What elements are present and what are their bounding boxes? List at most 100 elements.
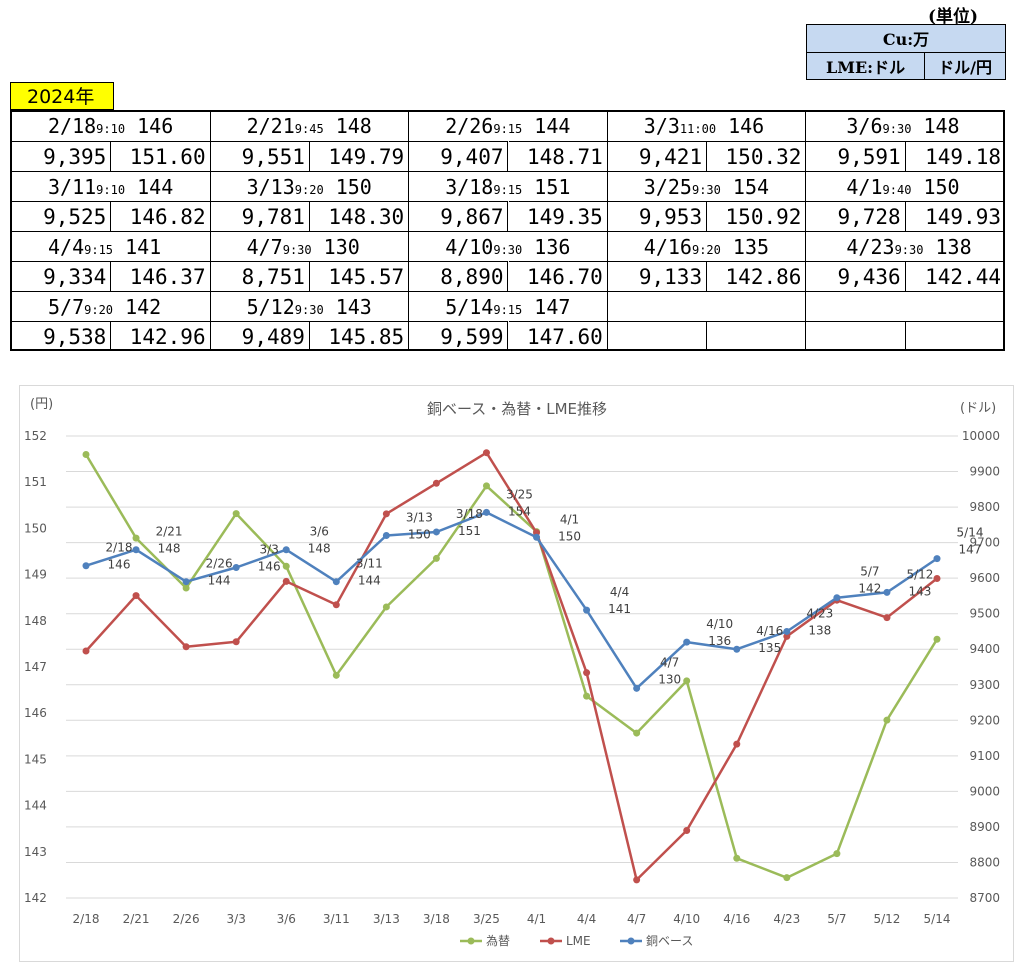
legend-label: 銅ベース: [646, 934, 693, 948]
data-point: [482, 508, 490, 516]
x-tick-label: 3/13: [373, 912, 400, 926]
x-tick-label: 3/25: [473, 912, 500, 926]
record-lme-cell: 9,395: [12, 141, 112, 171]
data-point: [683, 677, 691, 685]
right-tick-label: 8800: [969, 855, 1000, 869]
record-date-cell: 3/189:15 151: [409, 171, 608, 201]
legend-label: 為替: [486, 934, 510, 948]
data-point: [533, 533, 541, 541]
x-tick-label: 3/6: [277, 912, 296, 926]
right-tick-label: 9100: [969, 749, 1000, 763]
record-copper-price: 142: [113, 295, 162, 319]
data-label: 3/3 146: [258, 542, 281, 573]
record-rate-cell: 142.96: [111, 321, 211, 351]
left-tick-label: 142: [24, 891, 47, 905]
data-label: 2/21 148: [156, 525, 183, 556]
data-point: [282, 577, 290, 585]
x-tick-label: 3/18: [423, 912, 450, 926]
record-date: 3/13: [246, 175, 295, 199]
data-point: [382, 603, 390, 611]
record-lme-cell: [806, 321, 906, 351]
legend-marker: [547, 937, 555, 945]
chart-title: 銅ベース・為替・LME推移: [427, 400, 607, 418]
data-label: 3/18 151: [456, 507, 483, 538]
record-date: 2/21: [246, 114, 295, 138]
record-rate-cell: 149.93: [905, 201, 1005, 231]
left-tick-label: 150: [24, 521, 47, 535]
data-point: [382, 532, 390, 540]
data-label: 3/11 144: [356, 557, 383, 588]
record-rate-cell: 148.71: [508, 141, 608, 171]
record-rate-cell: 146.70: [508, 261, 608, 291]
record-date: 4/7: [246, 235, 283, 259]
record-lme-cell: 9,953: [607, 201, 708, 231]
record-lme-cell: 9,538: [12, 321, 112, 351]
record-copper-price: 146: [716, 114, 765, 138]
price-table: 2/189:10 146 9,395 151.60 2/219:45 148 9,551…: [10, 110, 1005, 351]
right-axis-unit: (ドル): [960, 401, 996, 416]
record-time: 9:30: [493, 243, 523, 257]
x-tick-label: 3/11: [323, 912, 350, 926]
record-time: 9:30: [691, 183, 721, 197]
record-lme-cell: 9,551: [210, 141, 310, 171]
record-copper-price: 146: [125, 114, 174, 138]
left-tick-label: 144: [24, 799, 47, 813]
data-point: [82, 562, 90, 570]
right-tick-label: 9800: [969, 500, 1000, 514]
data-point: [182, 584, 190, 592]
data-point: [583, 669, 591, 677]
record-copper-price: 144: [522, 114, 571, 138]
record-date-cell: [607, 291, 807, 321]
data-point: [733, 854, 741, 862]
record-copper-price: 148: [911, 114, 960, 138]
record-rate-cell: [905, 321, 1005, 351]
record-date: 5/12: [246, 295, 295, 319]
record-date-cell: 3/259:30 154: [607, 171, 807, 201]
record-date-cell: 4/79:30 130: [210, 231, 410, 261]
record-date: 2/18: [48, 114, 97, 138]
record-date: 4/4: [48, 235, 85, 259]
record-time: 9:10: [96, 183, 126, 197]
record-date: 4/23: [846, 235, 895, 259]
unit-table: Cu:万 LME:ドル ドル/円: [805, 24, 1006, 80]
data-point: [132, 546, 140, 554]
x-tick-label: 4/7: [627, 912, 646, 926]
data-point: [783, 632, 791, 640]
record-rate-cell: 146.82: [111, 201, 211, 231]
data-point: [933, 575, 941, 583]
record-copper-price: 147: [522, 295, 571, 319]
data-point: [833, 594, 841, 602]
unit-header: (単位): [928, 7, 979, 27]
record-lme-cell: 9,525: [12, 201, 112, 231]
data-label: 2/26 144: [206, 557, 233, 588]
data-point: [432, 479, 440, 487]
record-date-cell: 2/189:10 146: [12, 111, 211, 141]
line-chart: 銅ベース・為替・LME推移 (円) (ドル) 8700 8800 8900 9000 9100…: [24, 397, 1000, 948]
series-line-1: [85, 451, 938, 882]
data-label: 2/18 146: [106, 541, 133, 572]
data-label: 5/7 142: [858, 565, 881, 596]
left-tick-label: 146: [24, 706, 47, 720]
record-copper-price: 150: [911, 175, 960, 199]
record-time: 9:15: [493, 122, 523, 136]
data-point: [583, 606, 591, 614]
x-tick-label: 5/12: [873, 912, 900, 926]
record-rate-cell: 145.85: [309, 321, 410, 351]
record-lme-cell: 9,781: [210, 201, 310, 231]
record-lme-cell: 9,599: [409, 321, 509, 351]
record-time: 9:30: [882, 122, 912, 136]
data-point: [733, 645, 741, 653]
right-tick-label: 9600: [969, 571, 1000, 585]
record-date: 4/16: [643, 235, 692, 259]
data-label: 4/10 136: [706, 617, 733, 648]
data-point: [182, 578, 190, 586]
data-label: 5/12 143: [906, 567, 933, 598]
left-axis-unit: (円): [30, 397, 53, 412]
record-date-cell: 2/269:15 144: [409, 111, 608, 141]
record-time: 9:30: [894, 243, 924, 257]
data-point: [883, 716, 891, 724]
data-label: 4/4 141: [608, 585, 631, 616]
record-copper-price: 141: [113, 235, 162, 259]
x-tick-label: 4/16: [723, 912, 750, 926]
right-tick-label: 9700: [969, 536, 1000, 550]
